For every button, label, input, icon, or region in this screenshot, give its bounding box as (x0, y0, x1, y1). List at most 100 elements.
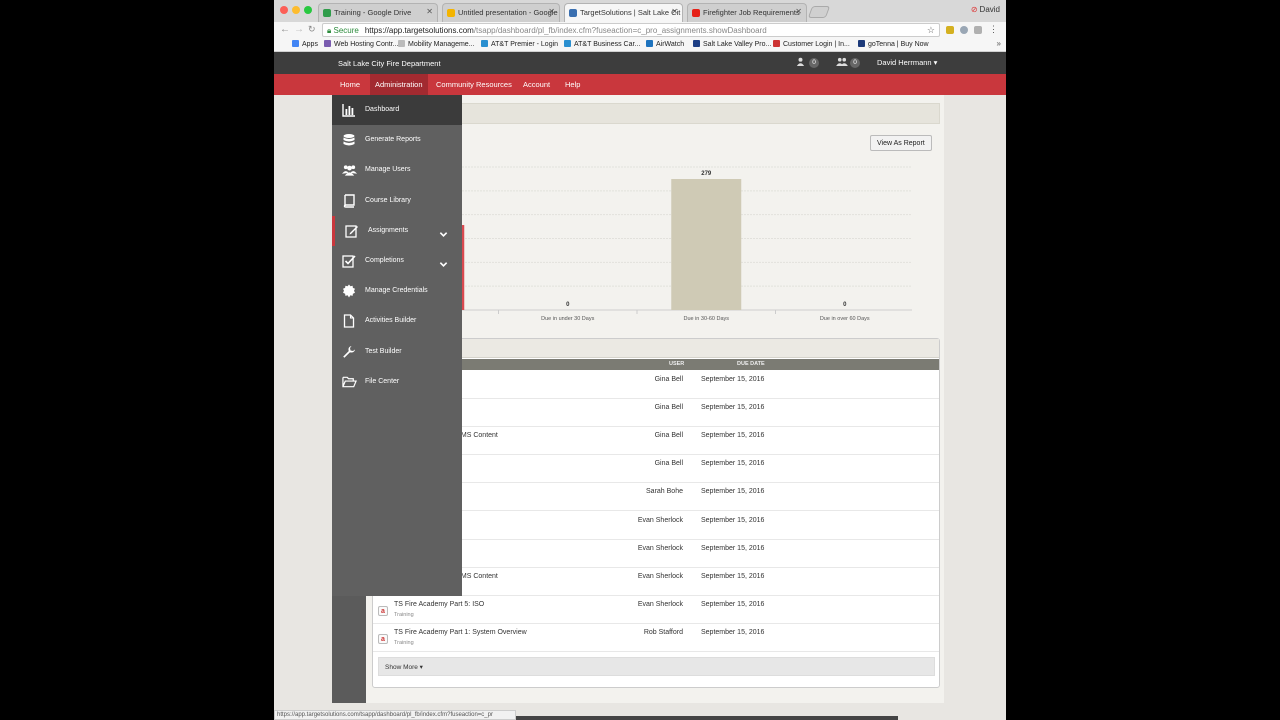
bookmark-item[interactable]: Mobility Manageme... (398, 40, 475, 48)
bottom-bar (516, 716, 898, 720)
extension-icon[interactable] (960, 26, 968, 34)
nav-account[interactable]: Account (523, 80, 551, 89)
menu-item-label: Generate Reports (365, 136, 421, 144)
chart-category-label: Due in under 30 Days (541, 316, 594, 322)
database-icon (342, 133, 356, 147)
maximize-window-button[interactable] (304, 6, 312, 14)
extension-icon[interactable] (974, 26, 982, 34)
assignment-due-date: September 15, 2016 (701, 628, 765, 636)
bookmark-favicon-icon (693, 40, 700, 47)
menu-item-manage-users[interactable]: Manage Users (332, 155, 462, 185)
assignment-user: Evan Sherlock (637, 544, 683, 552)
folder-open-icon (342, 375, 357, 389)
forward-arrow-icon[interactable]: → (294, 24, 304, 35)
profile-button[interactable]: ⊘ David (971, 5, 1000, 14)
bookmark-label: Salt Lake Valley Pro... (703, 41, 772, 48)
document-icon (342, 314, 356, 329)
assignment-user: Gina Bell (654, 404, 683, 412)
bookmark-item[interactable]: AT&T Premier - Login (481, 40, 558, 48)
table-row[interactable]: a TS Fire Academy Part 5: ISO Training Evan… (373, 596, 939, 624)
menu-item-course-library[interactable]: Course Library (332, 186, 462, 216)
browser-tab[interactable]: Untitled presentation - Google ✕ (442, 3, 560, 22)
assignment-due-date: September 15, 2016 (701, 544, 765, 552)
assignment-due-date: September 15, 2016 (701, 404, 765, 412)
chart-value-label: 0 (843, 302, 847, 308)
assignment-name[interactable]: TS Fire Academy Part 1: System Overview (394, 628, 527, 636)
menu-item-file-center[interactable]: File Center (332, 367, 462, 397)
assignment-user: Evan Sherlock (637, 572, 683, 580)
browser-menu-icon[interactable]: ⋮ (989, 24, 998, 34)
menu-item-label: Dashboard (365, 106, 400, 113)
url-path: /tsapp/dashboard/pl_fb/index.cfm?fuseact… (473, 26, 767, 35)
column-header-user: USER (669, 361, 685, 367)
users-icon (342, 163, 357, 177)
table-row[interactable]: a TS Fire Academy Part 1: System Overview… (373, 624, 939, 652)
view-as-report-button[interactable]: View As Report (870, 135, 932, 151)
site-header: Salt Lake City Fire Department 0 0 David… (274, 52, 1006, 74)
user-menu[interactable]: David Herrmann ▾ (877, 58, 938, 67)
profile-icon: ⊘ (970, 5, 978, 14)
close-window-button[interactable] (280, 6, 288, 14)
new-tab-button[interactable] (807, 6, 831, 18)
extension-icon[interactable] (946, 26, 954, 34)
groups-count-badge: 0 (850, 58, 860, 68)
close-tab-icon[interactable]: ✕ (671, 7, 678, 16)
menu-item-completions[interactable]: Completions (332, 246, 462, 276)
column-header-due-date: DUE DATE (737, 361, 765, 367)
bookmark-item[interactable]: AirWatch (646, 40, 684, 48)
menu-item-dashboard[interactable]: Dashboard (332, 95, 462, 125)
reload-icon[interactable]: ↻ (308, 24, 316, 34)
chart-value-label: 279 (701, 171, 712, 177)
bookmark-item[interactable]: Customer Login | In... (773, 40, 850, 48)
checkbox-icon (342, 254, 356, 268)
bookmark-label: Apps (302, 41, 318, 48)
show-more-button[interactable]: Show More ▾ (378, 657, 935, 676)
back-arrow-icon[interactable]: ← (280, 24, 290, 35)
nav-community-resources[interactable]: Community Resources (436, 80, 512, 89)
bookmarks-overflow-button[interactable]: » (996, 39, 1001, 48)
chevron-down-icon[interactable] (439, 256, 448, 267)
profile-name: David (979, 5, 1000, 14)
close-tab-icon[interactable]: ✕ (426, 7, 433, 16)
assignment-user: Evan Sherlock (637, 516, 683, 524)
menu-item-activities-builder[interactable]: Activities Builder (332, 306, 462, 336)
assignment-user: Rob Stafford (643, 628, 683, 636)
bookmark-item[interactable]: Web Hosting Contr... (324, 40, 398, 48)
menu-item-test-builder[interactable]: Test Builder (332, 337, 462, 367)
assignment-name[interactable]: TS Fire Academy Part 5: ISO (394, 600, 485, 608)
bookmark-item[interactable]: goTenna | Buy Now (858, 40, 929, 48)
nav-home[interactable]: Home (340, 80, 361, 89)
bar-chart-icon (342, 103, 356, 117)
chevron-down-icon[interactable] (439, 226, 448, 237)
user-icon[interactable] (796, 57, 805, 68)
assignment-user: Gina Bell (654, 460, 683, 468)
bookmark-item[interactable]: AT&T Business Car... (564, 40, 640, 48)
menu-item-manage-credentials[interactable]: Manage Credentials (332, 276, 462, 306)
menu-item-generate-reports[interactable]: Generate Reports (332, 125, 462, 155)
minimize-window-button[interactable] (292, 6, 300, 14)
nav-help[interactable]: Help (565, 80, 581, 89)
assignment-icon: a (378, 605, 388, 616)
lock-icon: 🔒︎ (327, 26, 332, 35)
chart-category-label: Due in 30-60 Days (683, 316, 729, 322)
assignment-type: Training (394, 611, 414, 618)
main-nav: Home Administration Community Resources … (274, 74, 1006, 95)
chart-bar[interactable] (671, 179, 742, 310)
menu-item-label: Course Library (365, 196, 411, 204)
browser-tab[interactable]: Firefighter Job Requirements ✕ (687, 3, 807, 22)
address-bar[interactable]: 🔒︎ Secure https://app.targetsolutions.com… (322, 23, 940, 37)
menu-item-label: Activities Builder (365, 317, 417, 325)
close-tab-icon[interactable]: ✕ (795, 7, 802, 16)
bookmark-favicon-icon (646, 40, 653, 47)
browser-tab[interactable]: Training - Google Drive ✕ (318, 3, 438, 22)
menu-item-assignments[interactable]: Assignments (332, 215, 462, 246)
group-icon[interactable] (836, 57, 848, 68)
bookmarks-bar: Apps Web Hosting Contr... Mobility Managem… (274, 38, 1006, 52)
bookmark-item[interactable]: Apps (292, 40, 318, 48)
bookmark-star-icon[interactable]: ☆ (926, 25, 935, 35)
tab-favicon-icon (447, 9, 455, 17)
close-tab-icon[interactable]: ✕ (548, 7, 555, 16)
nav-administration[interactable]: Administration (370, 74, 428, 95)
bookmark-item[interactable]: Salt Lake Valley Pro... (693, 40, 771, 48)
browser-tab[interactable]: TargetSolutions | Salt Lake Cit ✕ (564, 3, 683, 22)
